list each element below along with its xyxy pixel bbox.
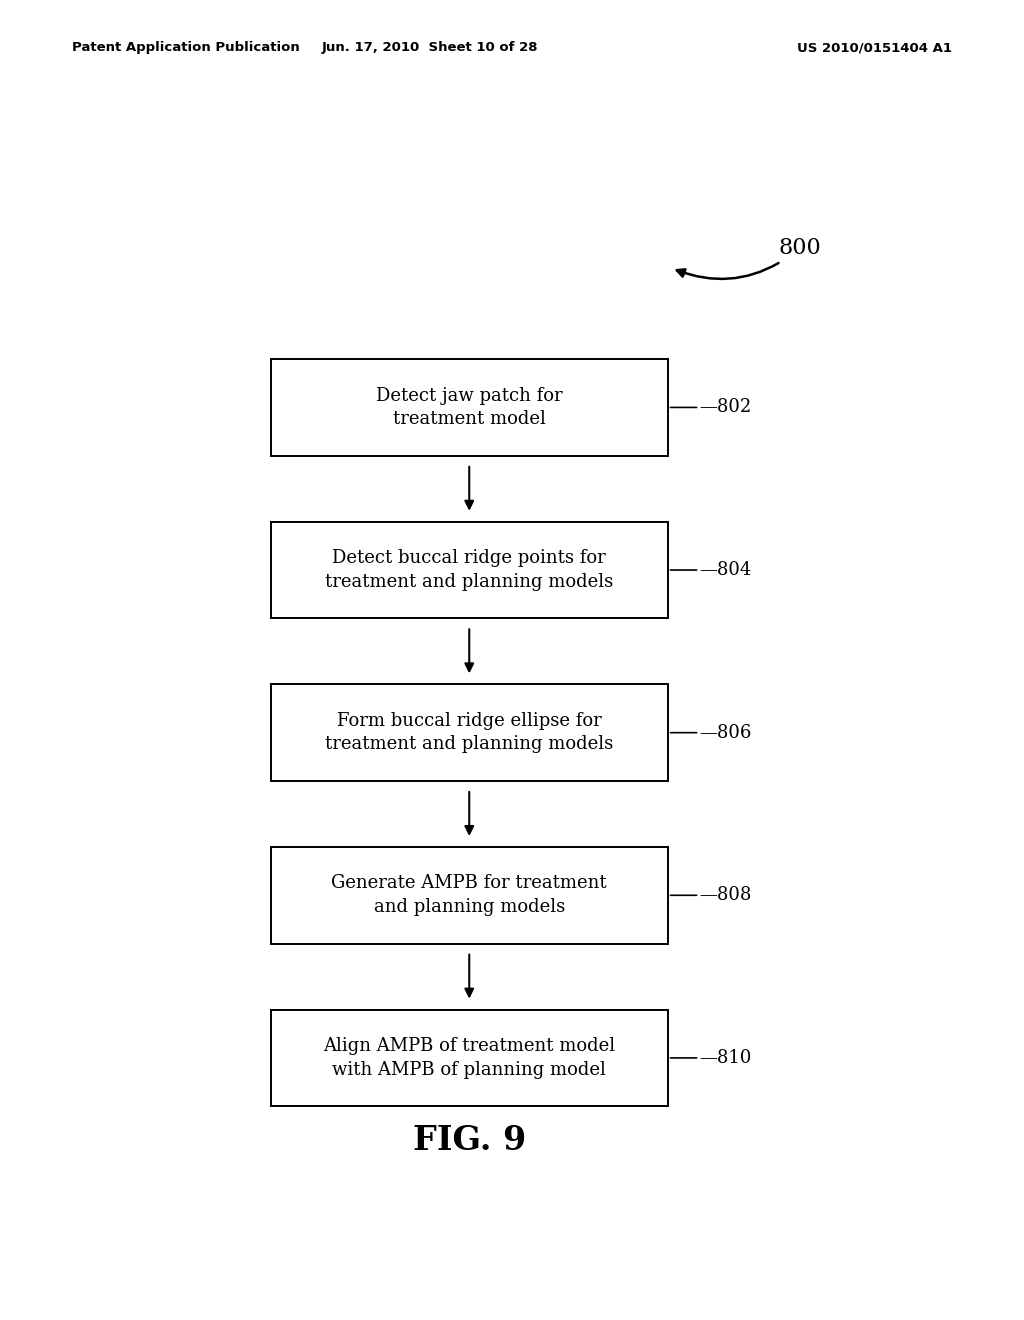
Text: Form buccal ridge ellipse for
treatment and planning models: Form buccal ridge ellipse for treatment … — [326, 711, 613, 754]
Bar — [270, 684, 668, 781]
Text: Detect buccal ridge points for
treatment and planning models: Detect buccal ridge points for treatment… — [326, 549, 613, 591]
Text: FIG. 9: FIG. 9 — [413, 1123, 526, 1156]
Text: Align AMPB of treatment model
with AMPB of planning model: Align AMPB of treatment model with AMPB … — [324, 1038, 615, 1078]
Text: —808: —808 — [699, 886, 752, 904]
Text: Generate AMPB for treatment
and planning models: Generate AMPB for treatment and planning… — [332, 874, 607, 916]
Text: —806: —806 — [699, 723, 752, 742]
Text: 800: 800 — [677, 236, 821, 279]
Text: Jun. 17, 2010  Sheet 10 of 28: Jun. 17, 2010 Sheet 10 of 28 — [322, 41, 539, 54]
Bar — [270, 847, 668, 944]
Text: —804: —804 — [699, 561, 752, 579]
Bar — [270, 1010, 668, 1106]
Text: —802: —802 — [699, 399, 752, 416]
Bar — [270, 521, 668, 618]
Text: —810: —810 — [699, 1049, 752, 1067]
Text: Detect jaw patch for
treatment model: Detect jaw patch for treatment model — [376, 387, 562, 428]
Text: Patent Application Publication: Patent Application Publication — [72, 41, 299, 54]
Bar — [270, 359, 668, 455]
Text: US 2010/0151404 A1: US 2010/0151404 A1 — [798, 41, 952, 54]
